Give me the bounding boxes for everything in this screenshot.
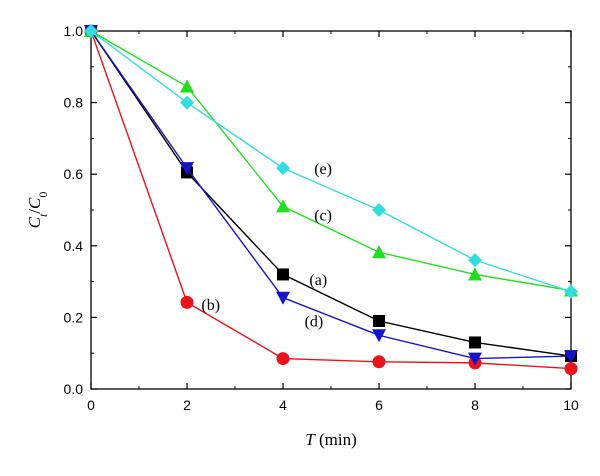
data-point-c: [372, 245, 386, 259]
y-axis-num-sub: t: [36, 213, 50, 217]
data-point-d: [372, 329, 386, 343]
series-line-d: [90, 30, 572, 360]
x-tick-label: 6: [375, 397, 383, 413]
data-point-e: [372, 203, 386, 217]
series-line-c: [90, 30, 572, 292]
y-tick-label: 0.0: [64, 381, 84, 397]
data-point-a: [469, 336, 481, 349]
data-point-e: [180, 95, 194, 110]
x-axis-title: T (min): [305, 430, 357, 449]
series-layer: [84, 24, 578, 376]
data-point-e: [468, 253, 482, 268]
data-point-d: [276, 291, 290, 305]
y-tick-label: 0.2: [64, 309, 84, 325]
data-point-c: [468, 267, 482, 281]
series-label-d: (d): [305, 313, 324, 330]
series-line-a: [90, 30, 572, 357]
y-tick-label: 0.6: [64, 166, 84, 182]
x-axis-unit: (min): [315, 430, 357, 449]
series-label-e: (e): [314, 161, 332, 178]
series-label-b: (b): [201, 297, 220, 314]
x-tick-label: 10: [563, 397, 579, 413]
data-point-b: [564, 362, 578, 376]
data-point-b: [276, 352, 290, 366]
series-line-b: [90, 30, 572, 370]
series-e: [84, 24, 578, 299]
data-point-e: [84, 24, 98, 38]
axes: 0 2 4 6 8 10 0.0 0.2 0.4 0.6 0.8 1.0: [64, 23, 579, 413]
x-axis-var: T: [305, 430, 316, 449]
y-axis-den-sub: 0: [36, 192, 50, 198]
y-tick-label: 0.4: [64, 238, 84, 254]
data-point-d: [180, 162, 194, 176]
series-label-a: (a): [309, 272, 327, 289]
series-d: [84, 25, 578, 366]
y-tick-label: 0.8: [64, 95, 84, 111]
annotations: (e) (c) (a) (b) (d): [201, 161, 332, 330]
y-axis-den: C: [25, 197, 44, 209]
data-point-e: [564, 284, 578, 299]
data-point-a: [277, 268, 289, 281]
data-point-e: [276, 161, 290, 176]
series-b: [84, 24, 578, 376]
data-point-d: [468, 352, 482, 366]
series-a: [85, 25, 577, 363]
data-point-b: [372, 355, 386, 369]
data-point-c: [276, 199, 290, 213]
y-axis-title: Ct/C0: [25, 192, 50, 229]
data-point-b: [180, 295, 194, 309]
y-axis-num: C: [25, 216, 44, 228]
data-point-d: [564, 350, 578, 364]
y-tick-label: 1.0: [64, 23, 84, 39]
x-tick-label: 8: [471, 397, 479, 413]
x-tick-label: 2: [183, 397, 191, 413]
y-axis-sep: /: [25, 209, 44, 214]
data-point-c: [180, 79, 194, 93]
x-tick-label: 0: [87, 397, 95, 413]
data-point-a: [373, 314, 385, 327]
x-tick-label: 4: [279, 397, 287, 413]
series-line-e: [90, 30, 572, 293]
series-label-c: (c): [314, 208, 332, 225]
